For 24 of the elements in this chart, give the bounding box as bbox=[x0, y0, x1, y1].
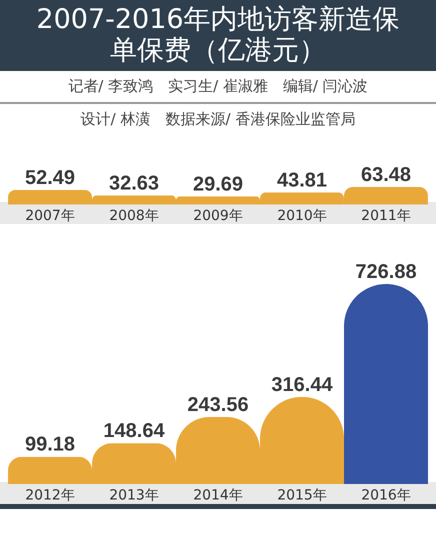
x-tick-label: 2009年 bbox=[193, 208, 243, 224]
x-tick-label: 2015年 bbox=[277, 488, 327, 504]
x-tick-label: 2007年 bbox=[25, 208, 75, 224]
x-tick-label: 2010年 bbox=[277, 208, 327, 224]
data-label: 726.88 bbox=[355, 261, 417, 284]
text: 设计/ 林潢 数据来源/ 香港保险业监管局 bbox=[80, 109, 356, 130]
data-label: 43.81 bbox=[276, 169, 327, 192]
data-label: 52.49 bbox=[25, 167, 76, 190]
x-tick-label: 2016年 bbox=[361, 488, 411, 504]
data-label: 32.63 bbox=[109, 172, 160, 194]
data-label: 148.64 bbox=[103, 420, 166, 443]
x-tick-label: 2013年 bbox=[109, 488, 159, 504]
chart-title: 2007-2016年内地访客新造保单保费（亿港元） bbox=[0, 0, 436, 71]
x-tick-label: 2008年 bbox=[109, 208, 159, 224]
data-label: 316.44 bbox=[271, 374, 334, 396]
data-label: 99.18 bbox=[24, 434, 76, 456]
x-tick-label: 2012年 bbox=[25, 488, 75, 504]
bar bbox=[344, 284, 428, 484]
text: 记者/ 李致鸿 实习生/ 崔淑雅 编辑/ 闫沁波 bbox=[0, 71, 436, 104]
x-tick-label: 2011年 bbox=[361, 208, 411, 224]
data-label: 63.48 bbox=[360, 164, 411, 186]
x-tick-label: 2014年 bbox=[193, 488, 243, 504]
data-label: 243.56 bbox=[187, 394, 249, 416]
data-label: 29.69 bbox=[192, 173, 244, 196]
